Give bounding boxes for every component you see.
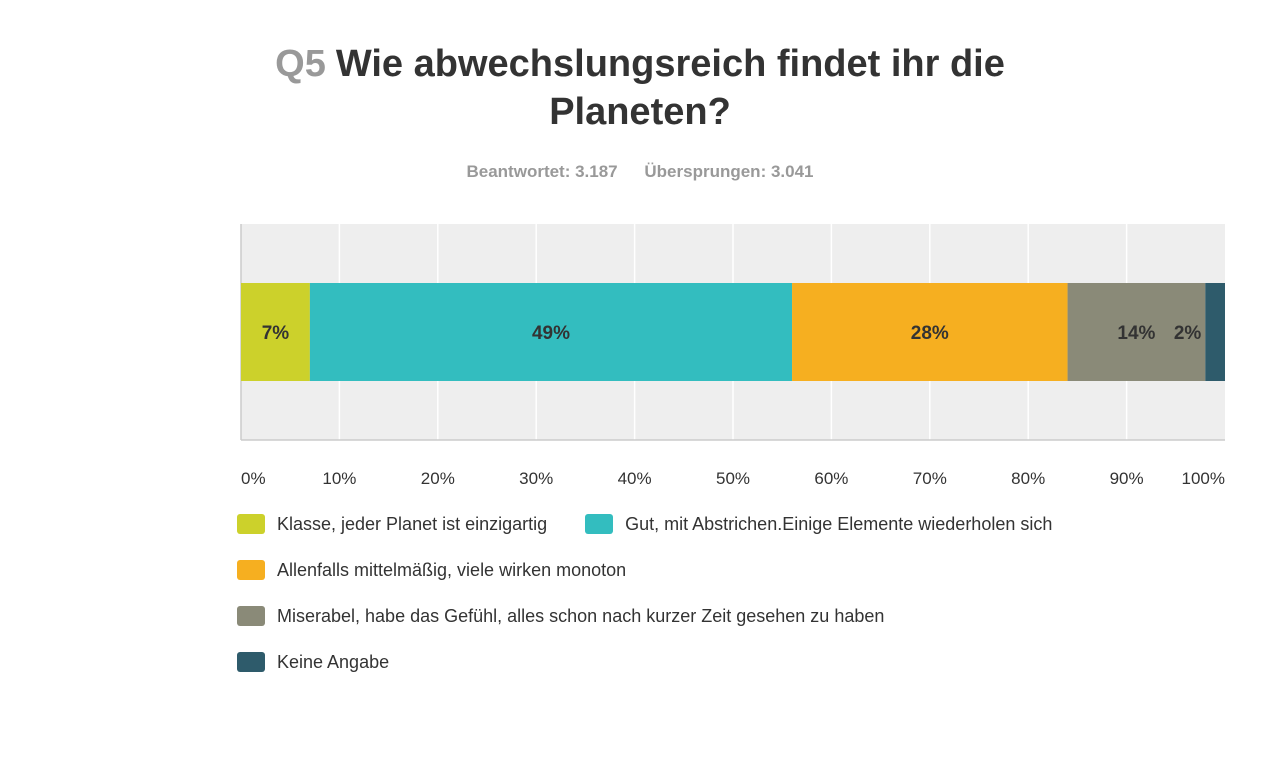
x-tick-label: 10% <box>322 469 356 488</box>
legend-row: Klasse, jeder Planet ist einzigartig Gut… <box>237 510 1237 538</box>
question-text: Wie abwechslungsreich findet ihr die Pla… <box>335 43 1005 133</box>
x-tick-label: 30% <box>519 469 553 488</box>
bar-segment <box>309 283 793 381</box>
legend-label: Klasse, jeder Planet ist einzigartig <box>277 513 548 534</box>
answered-count: Beantwortet: 3.187 <box>466 162 618 181</box>
bar-segment <box>1205 283 1225 381</box>
legend-item-keine-angabe: Keine Angabe <box>237 652 389 673</box>
bar-segment <box>241 283 310 381</box>
legend-item-gut: Gut, mit Abstrichen.Einige Elemente wied… <box>585 514 1052 535</box>
chart-title: Q5 Wie abwechslungsreich findet ihr die P… <box>180 40 1100 136</box>
legend-swatch <box>585 514 614 534</box>
data-label: 14% <box>1117 323 1155 344</box>
legend-swatch <box>237 560 265 580</box>
legend-swatch <box>237 514 265 534</box>
legend-item-allenfalls: Allenfalls mittelmäßig, viele wirken mon… <box>237 560 626 581</box>
x-tick-label: 80% <box>1011 469 1045 488</box>
bar-segment <box>1067 283 1206 381</box>
question-number: Q5 <box>275 43 326 85</box>
legend-item-miserabel: Miserabel, habe das Gefühl, alles schon … <box>237 606 884 627</box>
x-tick-label: 20% <box>421 469 455 488</box>
stacked-bar-chart: 0% 10% 20% 30% 40% 50% 60% 70% 80% 90% 100% 7% 49% 28… <box>240 224 1225 488</box>
x-tick-label: 0% <box>241 469 266 488</box>
response-stats: Beantwortet: 3.187 Übersprungen: 3.041 <box>180 162 1100 182</box>
data-label: 2% <box>1174 323 1202 344</box>
data-label: 28% <box>911 323 949 344</box>
legend-row: Miserabel, habe das Gefühl, alles schon … <box>237 602 1237 630</box>
legend-label: Allenfalls mittelmäßig, viele wirken mon… <box>277 559 627 580</box>
legend-row: Allenfalls mittelmäßig, viele wirken mon… <box>237 556 1237 584</box>
skipped-count: Übersprungen: 3.041 <box>644 162 814 181</box>
legend-swatch <box>237 652 265 672</box>
legend-swatch <box>237 606 265 626</box>
x-tick-label: 60% <box>814 469 848 488</box>
chart-legend: Klasse, jeder Planet ist einzigartig Gut… <box>237 510 1237 694</box>
legend-label: Keine Angabe <box>277 651 390 672</box>
legend-item-klasse: Klasse, jeder Planet ist einzigartig <box>237 514 547 535</box>
x-tick-label: 70% <box>913 469 947 488</box>
x-tick-label: 40% <box>618 469 652 488</box>
legend-label: Gut, mit Abstrichen.Einige Elemente wied… <box>625 513 1053 534</box>
x-tick-label: 100% <box>1182 469 1225 488</box>
x-tick-label: 50% <box>716 469 750 488</box>
data-label: 49% <box>532 323 570 344</box>
x-tick-label: 90% <box>1110 469 1144 488</box>
bar-segment <box>792 283 1068 381</box>
legend-row: Keine Angabe <box>237 648 1237 676</box>
data-label: 7% <box>262 323 290 344</box>
legend-label: Miserabel, habe das Gefühl, alles schon … <box>277 605 885 626</box>
